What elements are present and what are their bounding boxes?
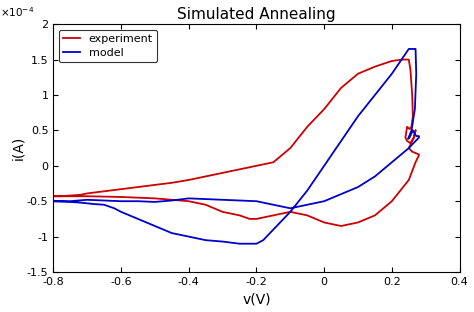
- experiment: [50, 194, 56, 198]
- Text: $\times10^{-4}$: $\times10^{-4}$: [0, 5, 35, 19]
- model: [406, 47, 411, 51]
- experiment: [402, 136, 408, 139]
- model: [50, 199, 56, 203]
- X-axis label: v(V): v(V): [242, 292, 271, 306]
- model: [304, 189, 310, 193]
- experiment: [101, 189, 107, 193]
- model: [50, 199, 56, 203]
- experiment: [271, 213, 276, 217]
- model: [237, 242, 242, 246]
- experiment: [118, 195, 124, 199]
- experiment: [152, 183, 158, 187]
- model: [271, 228, 276, 232]
- Line: experiment: experiment: [53, 60, 419, 226]
- model: [254, 242, 259, 246]
- Legend: experiment, model: experiment, model: [59, 30, 157, 62]
- model: [389, 160, 395, 164]
- experiment: [50, 194, 56, 198]
- model: [321, 164, 327, 168]
- Line: model: model: [53, 49, 419, 244]
- experiment: [338, 224, 344, 228]
- Title: Simulated Annealing: Simulated Annealing: [177, 7, 336, 22]
- experiment: [399, 58, 405, 61]
- Y-axis label: i(A): i(A): [11, 136, 26, 160]
- model: [169, 231, 174, 235]
- experiment: [409, 125, 414, 129]
